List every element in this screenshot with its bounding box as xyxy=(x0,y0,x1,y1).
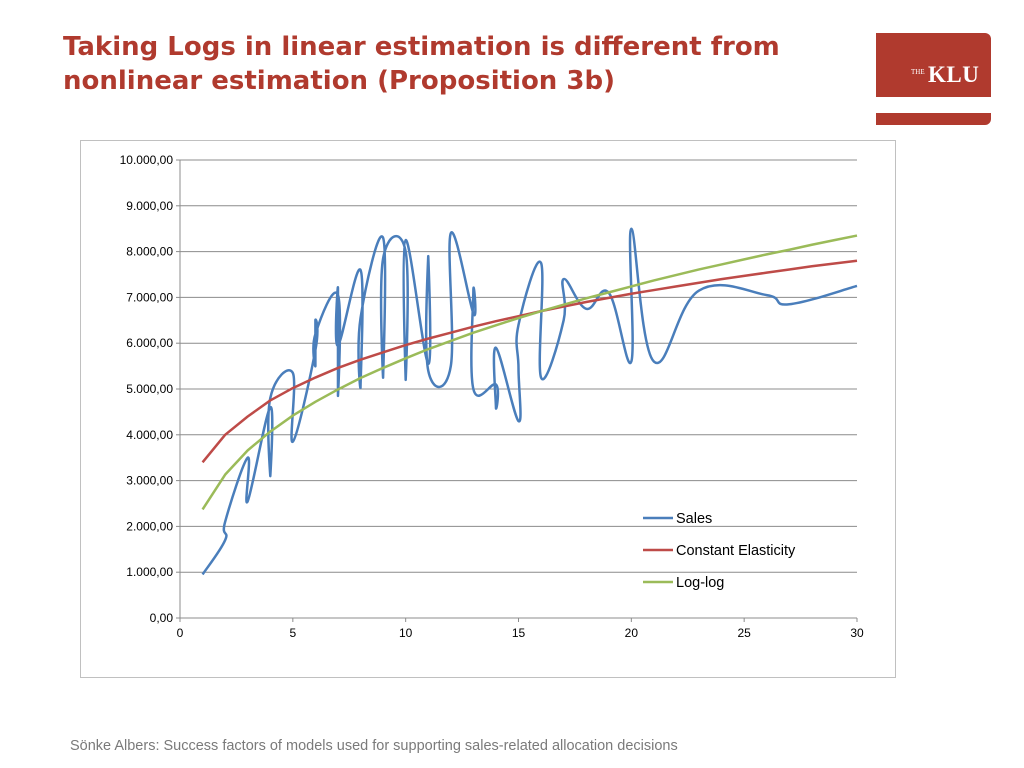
y-tick-label: 6.000,00 xyxy=(126,336,173,350)
y-tick-label: 7.000,00 xyxy=(126,290,173,304)
logo-the-text: THE xyxy=(911,68,925,76)
x-tick-label: 0 xyxy=(177,626,184,640)
y-tick-label: 3.000,00 xyxy=(126,474,173,488)
logo-accent-bar xyxy=(876,113,991,125)
y-tick-label: 5.000,00 xyxy=(126,382,173,396)
series-line-log-log xyxy=(201,234,858,511)
legend-label-log-log: Log-log xyxy=(676,575,724,591)
series-group xyxy=(201,227,858,576)
gridlines xyxy=(180,159,857,619)
y-tick-label: 10.000,00 xyxy=(120,153,174,167)
x-tick-label: 15 xyxy=(512,626,526,640)
line-chart: 0,00 1.000,00 2.000,00 3.000,00 4.000,00 5.00… xyxy=(120,153,864,640)
x-tick-label: 30 xyxy=(850,626,864,640)
y-tick-label: 1.000,00 xyxy=(126,565,173,579)
x-tick-label: 5 xyxy=(289,626,296,640)
logo-klu-text: KLU xyxy=(928,62,980,87)
legend: Sales Constant Elasticity Log-log xyxy=(643,511,796,591)
y-tick-label: 8.000,00 xyxy=(126,245,173,259)
legend-label-constant-elasticity: Constant Elasticity xyxy=(676,543,796,559)
axes: 0,00 1.000,00 2.000,00 3.000,00 4.000,00 5.00… xyxy=(120,153,864,640)
y-tick-label: 2.000,00 xyxy=(126,519,173,533)
series-line-sales xyxy=(201,227,858,576)
klu-logo xyxy=(876,33,991,97)
x-tick-label: 25 xyxy=(737,626,751,640)
slide-footer: Sönke Albers: Success factors of models … xyxy=(70,738,678,754)
legend-label-sales: Sales xyxy=(676,511,712,527)
x-tick-label: 20 xyxy=(625,626,639,640)
chart-frame: 0,00 1.000,00 2.000,00 3.000,00 4.000,00 5.00… xyxy=(80,140,896,678)
y-tick-label: 4.000,00 xyxy=(126,428,173,442)
slide-title: Taking Logs in linear estimation is diff… xyxy=(63,32,780,96)
series-line-constant-elasticity xyxy=(201,259,858,464)
y-tick-label: 0,00 xyxy=(150,611,174,625)
x-tick-label: 10 xyxy=(399,626,413,640)
y-tick-label: 9.000,00 xyxy=(126,199,173,213)
